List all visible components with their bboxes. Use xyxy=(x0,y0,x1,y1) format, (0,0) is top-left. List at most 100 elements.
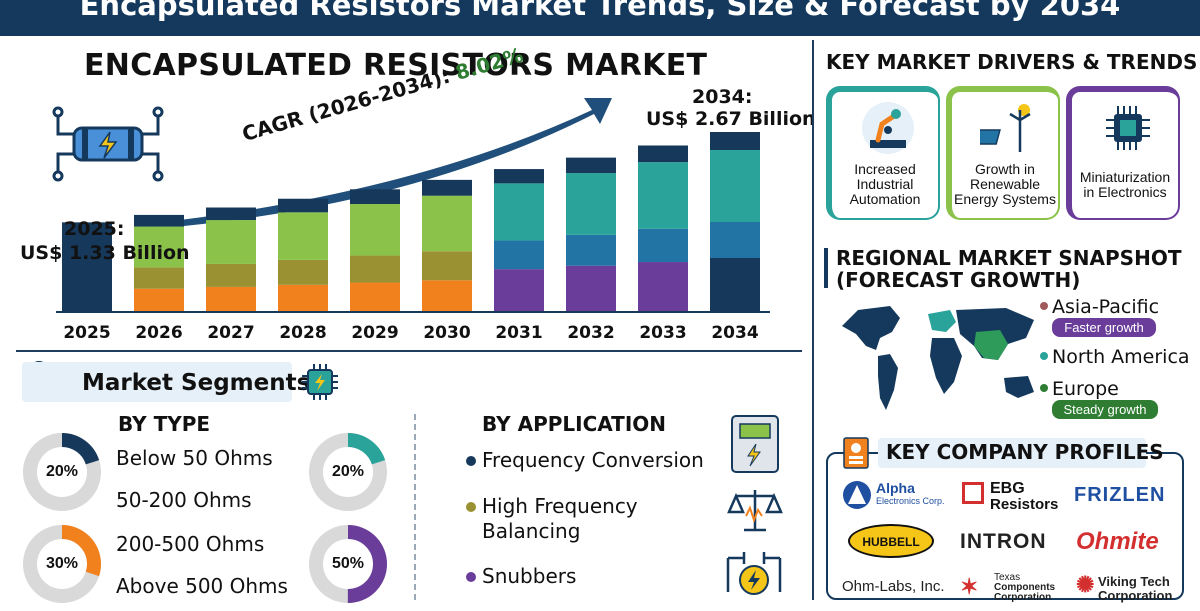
chip-icon xyxy=(1106,106,1150,150)
donut-chart: 30% xyxy=(20,522,104,606)
page-banner: Encapsulated Resistors Market Trends, Si… xyxy=(0,0,1200,36)
company-sub: Corporation xyxy=(1098,588,1173,603)
x-tick-label: 2029 xyxy=(351,323,398,343)
bar-segment xyxy=(710,222,760,258)
company-name: Viking Tech xyxy=(1098,574,1170,589)
donut-percent: 30% xyxy=(45,555,79,572)
companies-heading: KEY COMPANY PROFILES xyxy=(886,440,1164,464)
start-value-label: US$ 1.33 Billion xyxy=(20,242,190,264)
bar-2028 xyxy=(278,198,328,312)
bar-segment xyxy=(638,228,688,263)
bar-segment xyxy=(422,280,472,312)
bar-2026 xyxy=(134,214,184,312)
viking-icon: ✺ xyxy=(1076,572,1095,597)
column-divider xyxy=(812,40,814,600)
x-tick-label: 2034 xyxy=(711,323,758,343)
segment-divider xyxy=(414,414,416,600)
chip-icon xyxy=(300,362,340,402)
x-tick-label: 2030 xyxy=(423,323,470,343)
bar-2031 xyxy=(494,169,544,312)
donut-chart: 20% xyxy=(306,430,390,514)
by-type-heading: BY TYPE xyxy=(118,412,211,436)
bar-segment xyxy=(566,265,616,312)
drivers-heading: KEY MARKET DRIVERS & TRENDS xyxy=(826,50,1198,74)
bar-segment xyxy=(638,262,688,312)
bar-2025 xyxy=(62,222,112,312)
bar-segment xyxy=(278,284,328,312)
regional-subheading: (FORECAST GROWTH) xyxy=(836,268,1081,292)
bullet-dot xyxy=(466,456,476,466)
bullet-dot xyxy=(466,502,476,512)
company-sub: Resistors xyxy=(990,496,1059,513)
heading-accent xyxy=(824,248,828,288)
bar-segment xyxy=(494,169,544,184)
region-dot xyxy=(1040,352,1048,360)
donut-fill xyxy=(309,525,387,603)
company-name: HUBBELL xyxy=(862,535,920,549)
bar-segment xyxy=(278,198,328,213)
end-year-label: 2034: xyxy=(692,86,753,108)
x-tick-label: 2033 xyxy=(639,323,686,343)
bar-segment xyxy=(422,251,472,281)
x-tick-label: 2025 xyxy=(63,323,110,343)
x-tick-label: 2027 xyxy=(207,323,254,343)
bar-segment xyxy=(422,179,472,196)
bar-segment xyxy=(350,255,400,283)
bar-segment xyxy=(206,286,256,312)
type-item: 200-500 Ohms xyxy=(116,532,265,556)
chart-title: ENCAPSULATED RESISTORS MARKET xyxy=(84,48,708,83)
bar-segment xyxy=(206,207,256,221)
resistor-icon xyxy=(50,104,166,184)
bar-segment xyxy=(206,220,256,264)
bar-2033 xyxy=(638,145,688,312)
bar-segment xyxy=(566,234,616,266)
company-name: INTRON xyxy=(960,530,1047,553)
market-bar-chart: 2025 2026 2027 2028 2029 2030 2031 2032 2033 2034 xyxy=(56,98,770,343)
donut-fill xyxy=(23,525,101,603)
bar-segment xyxy=(350,282,400,312)
bar-segment xyxy=(494,269,544,312)
texas-star-icon: ✶ xyxy=(960,574,979,599)
section-divider xyxy=(16,350,802,352)
company-sub: Components Corporation xyxy=(994,582,1056,603)
bar-segment xyxy=(710,150,760,222)
solar-wind-icon xyxy=(980,104,1031,152)
bar-segment xyxy=(134,267,184,289)
company-name: Alpha xyxy=(876,480,915,496)
donut-fill xyxy=(23,433,101,511)
x-tick-label: 2032 xyxy=(567,323,614,343)
bar-2029 xyxy=(350,189,400,312)
company-name: Ohmite xyxy=(1076,528,1159,555)
type-item: 50-200 Ohms xyxy=(116,488,252,512)
world-map xyxy=(842,306,1034,410)
segments-title-box: Market Segments xyxy=(22,362,310,402)
donut-chart: 20% xyxy=(20,430,104,514)
bar-segment xyxy=(134,288,184,312)
bar-segment xyxy=(422,195,472,252)
application-item: Snubbers xyxy=(482,564,577,588)
type-item: Below 50 Ohms xyxy=(116,446,273,470)
region-name: Europe xyxy=(1052,378,1119,400)
bar-segment xyxy=(710,258,760,312)
bar-segment xyxy=(566,173,616,235)
application-item: Frequency Conversion xyxy=(482,448,704,472)
donut-fill xyxy=(309,433,387,511)
application-item: High Frequency Balancing xyxy=(482,494,638,543)
growth-pill: Faster growth xyxy=(1052,318,1156,337)
bar-segment xyxy=(278,212,328,260)
banner-title: Encapsulated Resistors Market Trends, Si… xyxy=(79,0,1121,22)
by-application-heading: BY APPLICATION xyxy=(482,412,667,436)
region-dot xyxy=(1040,384,1048,392)
regional-heading: REGIONAL MARKET SNAPSHOT xyxy=(836,246,1182,270)
driver-card: Miniaturization in Electronics xyxy=(1066,86,1180,220)
company-profile-icon xyxy=(838,434,874,470)
bar-segment xyxy=(134,226,184,268)
bar-segment xyxy=(494,183,544,241)
x-tick-label: 2026 xyxy=(135,323,182,343)
bar-segment xyxy=(278,259,328,285)
donut-chart: 50% xyxy=(306,522,390,606)
company-logo-hubbell: HUBBELL xyxy=(848,524,934,558)
donut-percent: 20% xyxy=(331,463,365,480)
donut-percent: 20% xyxy=(45,463,79,480)
segments-title: Market Segments xyxy=(82,370,311,396)
